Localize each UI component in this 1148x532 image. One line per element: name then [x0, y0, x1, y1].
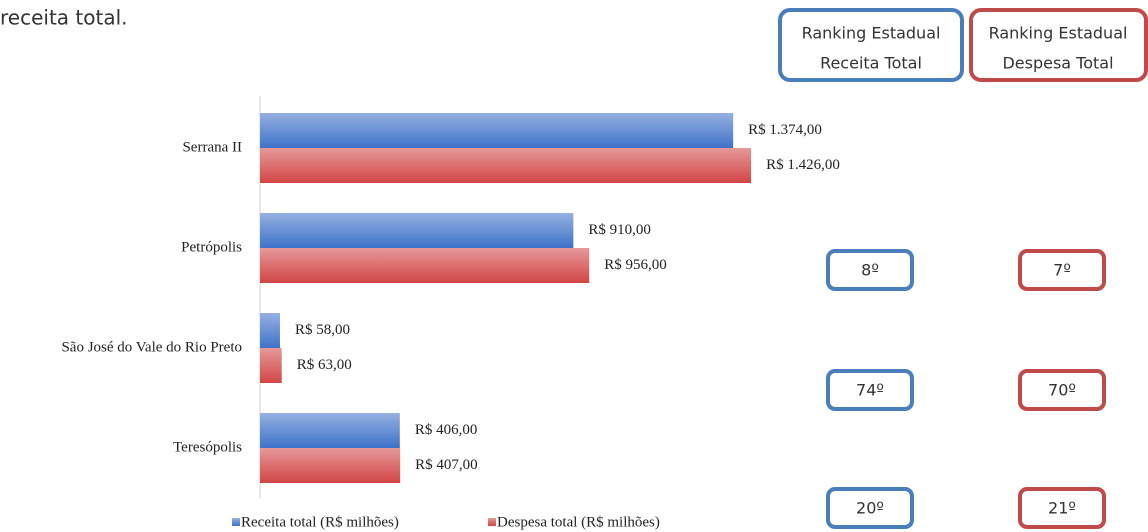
data-label: R$ 1.426,00 [766, 157, 840, 173]
bar [260, 313, 280, 348]
legend-label: Despesa total (R$ milhões) [497, 514, 660, 530]
bar [260, 248, 590, 283]
ranking-value: 21º [1048, 499, 1076, 518]
y-tick-label: Petrópolis [181, 239, 242, 255]
ranking-value: 20º [856, 499, 884, 518]
ranking-value: 8º [861, 261, 879, 280]
data-label: R$ 910,00 [588, 222, 651, 238]
ranking-box [1018, 369, 1106, 411]
data-label: R$ 956,00 [604, 257, 667, 273]
caption: receita total. [0, 6, 128, 30]
ranking-box [826, 249, 914, 291]
data-label: R$ 58,00 [295, 322, 350, 338]
ranking-box [826, 487, 914, 529]
data-label: R$ 406,00 [415, 422, 478, 438]
ranking-value: 7º [1053, 261, 1071, 280]
ranking-box [1018, 487, 1106, 529]
ranking-box [826, 369, 914, 411]
ranking-header: Receita Total [820, 54, 922, 73]
bar [260, 413, 400, 448]
ranking-header-box [969, 8, 1148, 82]
bar [260, 448, 401, 483]
legend-label: Receita total (R$ milhões) [241, 514, 399, 530]
ranking-header: Ranking Estadual [802, 24, 941, 43]
legend-swatch [232, 518, 240, 526]
legend-swatch [488, 518, 496, 526]
bar [260, 213, 574, 248]
y-tick-label: São José do Vale do Rio Preto [61, 339, 242, 355]
ranking-value: 74º [856, 381, 884, 400]
ranking-header: Despesa Total [1002, 54, 1113, 73]
y-tick-label: Teresópolis [173, 439, 242, 455]
y-tick-label: Serrana II [182, 139, 242, 155]
data-label: R$ 63,00 [297, 357, 352, 373]
bar [260, 148, 752, 183]
ranking-header-box [778, 8, 964, 82]
data-label: R$ 1.374,00 [748, 122, 822, 138]
bar [260, 348, 282, 383]
bar [260, 113, 734, 148]
ranking-box [1018, 249, 1106, 291]
ranking-header: Ranking Estadual [989, 24, 1128, 43]
data-label: R$ 407,00 [415, 457, 478, 473]
ranking-value: 70º [1048, 381, 1076, 400]
